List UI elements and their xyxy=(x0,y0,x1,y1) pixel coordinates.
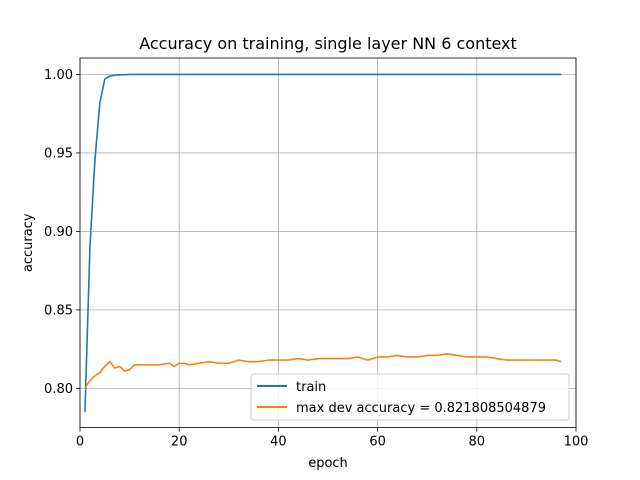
x-tick-label: 100 xyxy=(564,435,589,450)
series-lines xyxy=(84,73,562,412)
legend: train max dev accuracy = 0.821808504879 xyxy=(250,373,570,421)
y-axis-label: accuracy xyxy=(21,213,36,272)
x-tick-label: 80 xyxy=(469,435,486,450)
legend-box xyxy=(250,373,570,421)
x-tick-label: 40 xyxy=(270,435,287,450)
legend-label-dev: max dev accuracy = 0.821808504879 xyxy=(296,401,546,416)
plot-frame xyxy=(79,57,577,429)
y-tick-label: 0.80 xyxy=(44,382,73,397)
x-axis-label: epoch xyxy=(308,456,348,471)
x-tick-label: 20 xyxy=(171,435,188,450)
y-tick-label: 0.90 xyxy=(44,225,73,240)
y-tick-label: 0.85 xyxy=(44,303,73,318)
dev-accuracy-line xyxy=(84,353,562,389)
x-tick-label: 60 xyxy=(369,435,386,450)
y-tick-label: 0.95 xyxy=(44,146,73,161)
legend-label-train: train xyxy=(296,380,326,395)
chart-title: Accuracy on training, single layer NN 6 … xyxy=(139,34,517,53)
y-tick-label: 1.00 xyxy=(44,68,73,83)
axis-ticks: 0 20 40 60 80 100 0.80 0.85 0.90 0.95 1.00 xyxy=(44,68,588,450)
x-tick-label: 0 xyxy=(76,435,84,450)
train-line xyxy=(84,73,562,412)
